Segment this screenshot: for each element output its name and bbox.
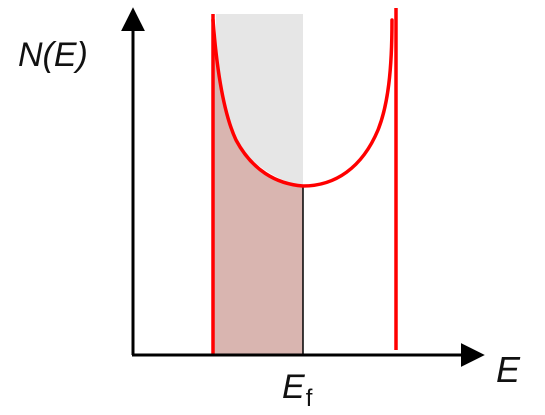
empty-states-region bbox=[216, 14, 303, 186]
y-axis-label: N(E) bbox=[18, 36, 88, 74]
filled-states-region bbox=[213, 20, 303, 354]
fermi-energy-label: Ef bbox=[282, 368, 313, 412]
density-of-states-curve bbox=[211, 18, 394, 188]
fermi-energy-subscript: f bbox=[306, 385, 313, 412]
x-axis-label: E bbox=[496, 349, 521, 390]
fermi-energy-main: E bbox=[282, 368, 305, 406]
